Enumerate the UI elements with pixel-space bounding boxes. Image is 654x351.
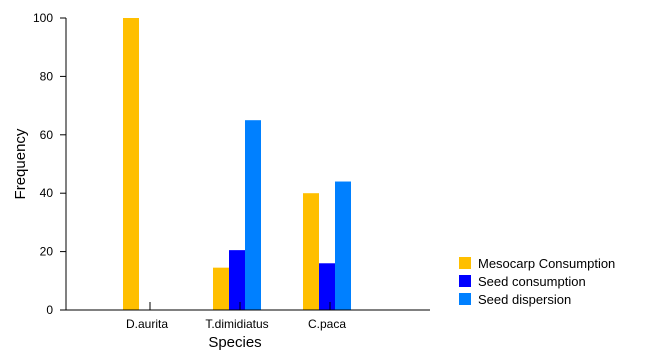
bar-seed-dispersion-t-dimidiatus: [245, 120, 261, 310]
y-ticks: 0 20 40 60 80 100: [33, 11, 66, 317]
x-tick-label: T.dimidiatus: [205, 317, 268, 331]
bar-mesocarp-consumption-c-paca: [303, 193, 319, 310]
x-ticks: D.aurita T.dimidiatus C.paca: [126, 302, 346, 331]
bar-seed-consumption-c-paca: [319, 263, 335, 310]
y-tick-label: 40: [40, 186, 54, 200]
legend: Mesocarp Consumption Seed consumption Seed…: [459, 256, 615, 307]
y-tick-label: 20: [40, 245, 54, 259]
x-axis-title: Species: [208, 334, 261, 351]
x-tick-label: D.aurita: [126, 317, 168, 331]
bar-seed-consumption-t-dimidiatus: [229, 250, 245, 310]
legend-label: Mesocarp Consumption: [478, 256, 615, 271]
bars-layer: [123, 18, 351, 310]
y-tick-label: 80: [40, 69, 54, 83]
legend-swatch: [459, 293, 471, 305]
y-tick-label: 100: [33, 11, 53, 25]
legend-swatch: [459, 275, 471, 287]
bar-mesocarp-consumption-d-aurita: [123, 18, 139, 310]
legend-swatch: [459, 257, 471, 269]
x-tick-label: C.paca: [308, 317, 346, 331]
bar-mesocarp-consumption-t-dimidiatus: [213, 267, 229, 310]
y-tick-label: 0: [46, 303, 53, 317]
bar-seed-dispersion-c-paca: [335, 181, 351, 310]
legend-label: Seed dispersion: [478, 292, 571, 307]
y-axis-title: Frequency: [12, 128, 29, 199]
y-tick-label: 60: [40, 128, 54, 142]
legend-label: Seed consumption: [478, 274, 586, 289]
